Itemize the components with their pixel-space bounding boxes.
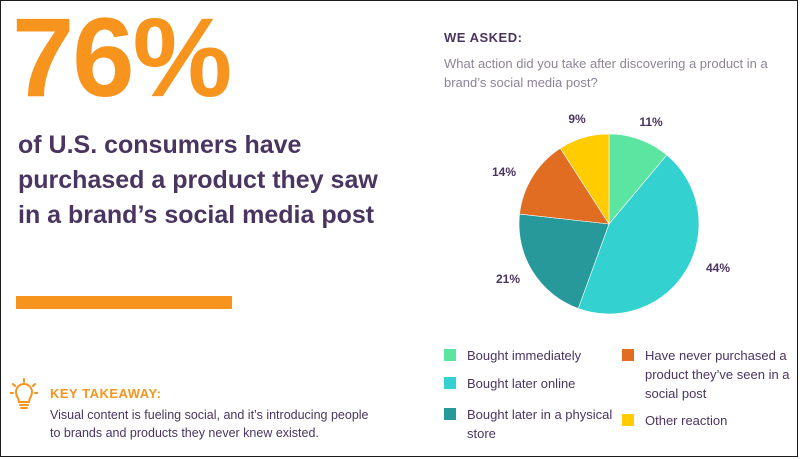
headline-stat: 76%: [12, 0, 232, 120]
lightbulb-icon: [10, 378, 38, 409]
legend-label: Other reaction: [645, 413, 728, 428]
slice-label-2: 44%: [706, 261, 730, 275]
pie-slice-5: [559, 133, 610, 226]
legend-label: Have never purchased a product they’ve s…: [645, 348, 790, 401]
legend-label: Bought later online: [467, 376, 576, 391]
legend-label: Bought later in a physical store: [467, 407, 613, 441]
legend-item-1: Bought immediately: [444, 346, 614, 365]
takeaway-title: KEY TAKEAWAY:: [50, 386, 162, 401]
legend-swatch: [444, 377, 456, 389]
legend-swatch: [444, 349, 456, 361]
slice-label-3: 21%: [496, 272, 520, 286]
legend-item-2: Bought later online: [444, 374, 614, 393]
asked-title: WE ASKED:: [444, 30, 523, 45]
legend-item-4: Have never purchased a product they’ve s…: [622, 346, 790, 403]
survey-question: What action did you take after discoveri…: [444, 56, 768, 90]
takeaway-body: Visual content is fueling social, and it…: [50, 408, 369, 440]
legend-label: Bought immediately: [467, 348, 582, 363]
legend-swatch: [444, 408, 456, 420]
pie-slice-2: [577, 154, 700, 315]
slice-label-1: 11%: [639, 115, 663, 129]
legend-swatch: [622, 349, 634, 361]
pie-slice-4: [519, 147, 610, 225]
slice-label-5: 9%: [568, 112, 586, 126]
headline-text: of U.S. consumers have purchased a produ…: [18, 131, 378, 229]
slice-label-4: 14%: [492, 165, 516, 179]
legend-item-3: Bought later in a physical store: [444, 405, 614, 443]
legend-swatch: [622, 414, 634, 426]
pie-slice-3: [518, 213, 610, 309]
legend-item-5: Other reaction: [622, 411, 790, 430]
accent-divider: [16, 296, 232, 309]
